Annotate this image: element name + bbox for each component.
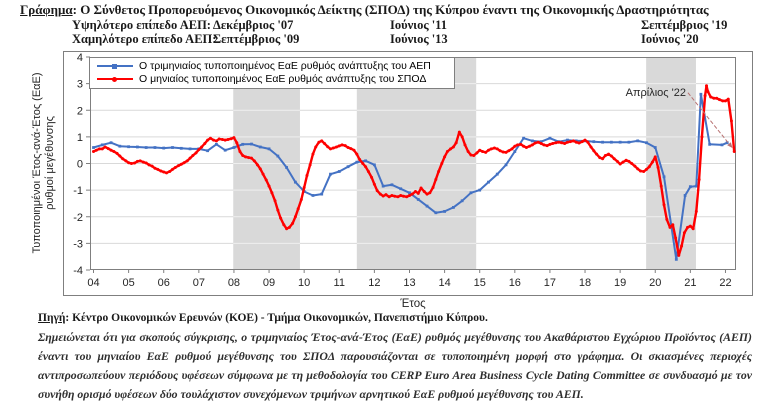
y-axis-title-line2: ρυθμοί μεγέθυνσης xyxy=(44,116,56,210)
legend-label-gdp: Ο τριμηνιαίος τυποποιημένος ΕαΕ ρυθμός α… xyxy=(139,60,431,72)
gdp-trough-date-3: Ιούνιος '20 xyxy=(641,32,699,46)
svg-text:10: 10 xyxy=(298,277,310,289)
svg-text:07: 07 xyxy=(193,277,205,289)
svg-text:05: 05 xyxy=(122,277,134,289)
svg-text:18: 18 xyxy=(579,277,591,289)
gdp-trough-date-2: Ιούνιος '13 xyxy=(390,32,448,46)
svg-text:14: 14 xyxy=(438,277,450,289)
svg-text:06: 06 xyxy=(158,277,170,289)
legend-item-gdp: Ο τριμηνιαίος τυποποιημένος ΕαΕ ρυθμός α… xyxy=(97,60,449,72)
svg-text:15: 15 xyxy=(474,277,486,289)
gdp-trough-date-1: Σεπτέμβριος '09 xyxy=(213,32,300,46)
svg-text:4: 4 xyxy=(77,52,83,64)
svg-text:-2: -2 xyxy=(73,212,83,224)
legend-item-cli: Ο μηνιαίος τυποποιημένος ΕαΕ ρυθμός ανάπ… xyxy=(97,73,449,85)
svg-text:19: 19 xyxy=(614,277,626,289)
svg-text:-3: -3 xyxy=(73,238,83,250)
gdp-peak-row: Υψηλότερο επίπεδο ΑΕΠ: Δεκέμβριος '07 Ιο… xyxy=(0,18,778,32)
cli-marker-swatch xyxy=(112,76,117,82)
svg-text:13: 13 xyxy=(403,277,415,289)
svg-text:09: 09 xyxy=(263,277,275,289)
legend-line-sample-gdp xyxy=(97,62,133,71)
gdp-peak-date-3: Σεπτέμβριος '19 xyxy=(641,18,728,32)
svg-text:11: 11 xyxy=(334,277,345,289)
svg-text:17: 17 xyxy=(544,277,556,289)
svg-text:04: 04 xyxy=(87,277,99,289)
svg-text:1: 1 xyxy=(77,132,83,144)
figure-title-text: : Ο Σύνθετος Προπορευόμενος Οικονομικός … xyxy=(72,2,709,17)
gdp-peak-label: Υψηλότερο επίπεδο ΑΕΠ: xyxy=(72,18,211,32)
y-axis-title: Τυποποιημένοι Έτος-ανά-Έτος (ΕαΕ) ρυθμοί… xyxy=(31,48,57,278)
y-axis-title-line1: Τυποποιημένοι Έτος-ανά-Έτος (ΕαΕ) xyxy=(31,72,43,254)
svg-text:2: 2 xyxy=(77,105,83,117)
svg-text:22: 22 xyxy=(719,277,731,289)
figure-title-label: Γράφημα xyxy=(20,2,73,17)
svg-text:3: 3 xyxy=(77,79,83,91)
methodology-note: Σημειώνεται ότι για σκοπούς σύγκρισης, ο… xyxy=(38,330,752,401)
legend-label-cli: Ο μηνιαίος τυποποιημένος ΕαΕ ρυθμός ανάπ… xyxy=(139,73,427,85)
gdp-peak-date-1: Δεκέμβριος '07 xyxy=(213,18,294,32)
source-text: : Κέντρο Οικονομικών Ερευνών (ΚΟΕ) - Τμή… xyxy=(65,312,488,324)
source-label: Πηγή xyxy=(38,312,66,324)
april-22-annotation: Απρίλιος '22 xyxy=(625,87,686,99)
gdp-peak-date-2: Ιούνιος '11 xyxy=(390,18,447,32)
svg-text:-1: -1 xyxy=(73,185,83,197)
svg-text:-4: -4 xyxy=(73,265,83,277)
legend: Ο τριμηνιαίος τυποποιημένος ΕαΕ ρυθμός α… xyxy=(89,57,455,89)
svg-text:0: 0 xyxy=(77,159,83,171)
gdp-trough-label: Χαμηλότερο επίπεδο ΑΕΠ: xyxy=(72,32,217,46)
gdp-marker-swatch xyxy=(112,63,117,69)
svg-text:20: 20 xyxy=(649,277,661,289)
svg-text:21: 21 xyxy=(684,277,696,289)
source-line: Πηγή: Κέντρο Οικονομικών Ερευνών (ΚΟΕ) -… xyxy=(38,312,752,324)
x-axis-title: Έτος xyxy=(400,298,426,310)
gdp-trough-row: Χαμηλότερο επίπεδο ΑΕΠ: Σεπτέμβριος '09 … xyxy=(0,32,778,46)
svg-text:08: 08 xyxy=(228,277,240,289)
svg-text:12: 12 xyxy=(368,277,380,289)
figure-title: Γράφημα: Ο Σύνθετος Προπορευόμενος Οικον… xyxy=(20,2,709,18)
svg-text:16: 16 xyxy=(509,277,521,289)
legend-line-sample-cli xyxy=(97,75,133,84)
